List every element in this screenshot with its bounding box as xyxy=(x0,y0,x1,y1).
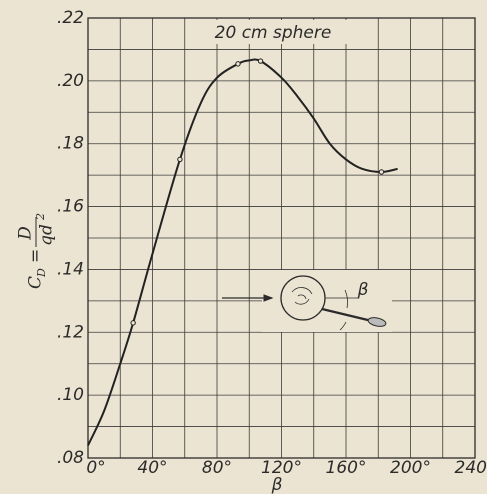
x-tick-label: 0° xyxy=(86,458,105,478)
x-tick-label: 240° xyxy=(455,458,487,478)
plot-frame xyxy=(87,17,476,459)
y-tick-label: .14 xyxy=(57,259,84,279)
y-tick-label: .10 xyxy=(57,385,84,405)
y-label-den: qd xyxy=(37,224,57,246)
y-tick-label: .16 xyxy=(57,197,84,217)
data-point xyxy=(257,58,264,64)
x-axis-label: β xyxy=(271,475,283,494)
annotation: 20 cm sphere xyxy=(215,23,332,43)
y-label-c: C xyxy=(26,276,46,289)
data-point xyxy=(378,169,385,175)
y-label-eq: = xyxy=(26,249,46,263)
y-tick-label: .20 xyxy=(57,71,84,91)
y-label-num: D xyxy=(16,226,36,241)
x-tick-label: 160° xyxy=(326,458,367,478)
y-label-den-sup: 2 xyxy=(34,213,47,221)
sphere-diagram xyxy=(222,270,392,332)
data-point xyxy=(235,61,241,67)
annotation-bg xyxy=(190,20,360,44)
y-label-sub: D xyxy=(35,268,48,278)
x-tick-label: 80° xyxy=(202,458,232,478)
data-point xyxy=(177,156,183,163)
x-tick-label: 120° xyxy=(261,458,302,478)
diagram-label: β xyxy=(357,280,369,300)
y-tick-label: .18 xyxy=(57,134,84,154)
data-point xyxy=(130,320,136,326)
y-tick-label: .08 xyxy=(57,448,84,468)
y-tick-label: .22 xyxy=(57,8,84,28)
curve-group xyxy=(87,58,398,446)
y-axis-label: C D = D qd 2 xyxy=(16,213,57,289)
x-tick-label: 40° xyxy=(137,458,167,478)
x-tick-label: 200° xyxy=(390,458,431,478)
y-tick-label: .12 xyxy=(57,322,84,342)
